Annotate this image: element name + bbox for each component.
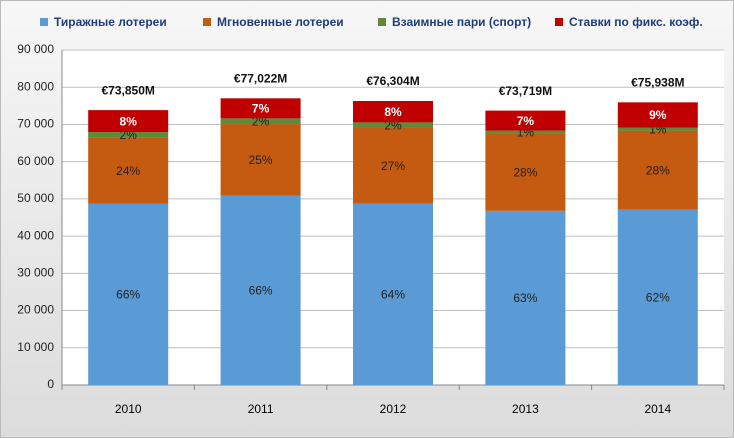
bar-segment	[220, 118, 301, 125]
legend-swatch	[378, 18, 386, 26]
bar-segment	[617, 209, 698, 385]
total-label: €73,850M	[102, 83, 155, 97]
y-tick-label: 20 000	[17, 303, 54, 317]
x-tick-label: 2012	[380, 402, 407, 416]
bar-segment	[220, 195, 301, 385]
legend-swatch	[203, 18, 211, 26]
x-tick-label: 2010	[115, 402, 142, 416]
bar-segment	[353, 127, 433, 204]
legend-label: Мгновенные лотереи	[217, 15, 344, 29]
x-tick-label: 2011	[248, 402, 274, 416]
y-tick-label: 40 000	[17, 228, 54, 242]
bar-segment	[617, 130, 698, 210]
y-tick-label: 60 000	[17, 154, 54, 168]
bar-segment	[353, 100, 433, 123]
data-label: 28%	[513, 166, 537, 180]
bar-segment	[485, 133, 566, 211]
y-tick-label: 80 000	[17, 79, 54, 93]
total-label: €75,938M	[631, 76, 684, 90]
bar-segment	[353, 122, 433, 128]
data-label: 64%	[381, 288, 405, 302]
legend-label: Ставки по фикс. коэф.	[569, 15, 703, 29]
legend-swatch	[555, 18, 563, 26]
bar-segment	[485, 110, 566, 131]
y-tick-label: 50 000	[17, 191, 54, 205]
bar-segment	[485, 130, 566, 134]
bar-segment	[220, 98, 301, 119]
bar-segment	[617, 127, 698, 131]
data-label: 25%	[249, 153, 273, 167]
bar-segment	[617, 102, 698, 128]
data-label: 27%	[381, 159, 405, 173]
data-label: 7%	[252, 102, 270, 116]
legend-label: Взаимные пари (спорт)	[392, 15, 531, 29]
bar-segment	[88, 137, 169, 204]
y-tick-label: 0	[47, 377, 54, 391]
data-label: 28%	[646, 163, 670, 177]
x-tick-label: 2013	[512, 402, 539, 416]
bar-segment	[88, 110, 169, 133]
total-label: €76,304M	[366, 74, 419, 88]
total-label: €77,022M	[234, 71, 287, 85]
data-label: 66%	[116, 287, 140, 301]
bar-segment	[485, 210, 566, 385]
x-tick-label: 2014	[644, 402, 671, 416]
legend-swatch	[40, 18, 48, 26]
y-tick-label: 30 000	[17, 266, 54, 280]
data-label: 8%	[384, 105, 402, 119]
data-label: 24%	[116, 164, 140, 178]
data-label: 62%	[646, 291, 670, 305]
bar-segment	[353, 203, 433, 385]
y-tick-label: 90 000	[17, 42, 54, 56]
bar-segment	[88, 203, 169, 385]
data-label: 7%	[517, 114, 535, 128]
data-label: 8%	[120, 114, 138, 128]
bar-segment	[220, 124, 301, 196]
legend-label: Тиражные лотереи	[54, 15, 167, 29]
total-label: €73,719M	[499, 84, 552, 98]
bar-segment	[88, 132, 169, 138]
y-tick-label: 10 000	[17, 340, 54, 354]
data-label: 63%	[513, 291, 537, 305]
data-label: 66%	[249, 284, 273, 298]
data-label: 9%	[649, 108, 667, 122]
y-tick-label: 70 000	[17, 117, 54, 131]
